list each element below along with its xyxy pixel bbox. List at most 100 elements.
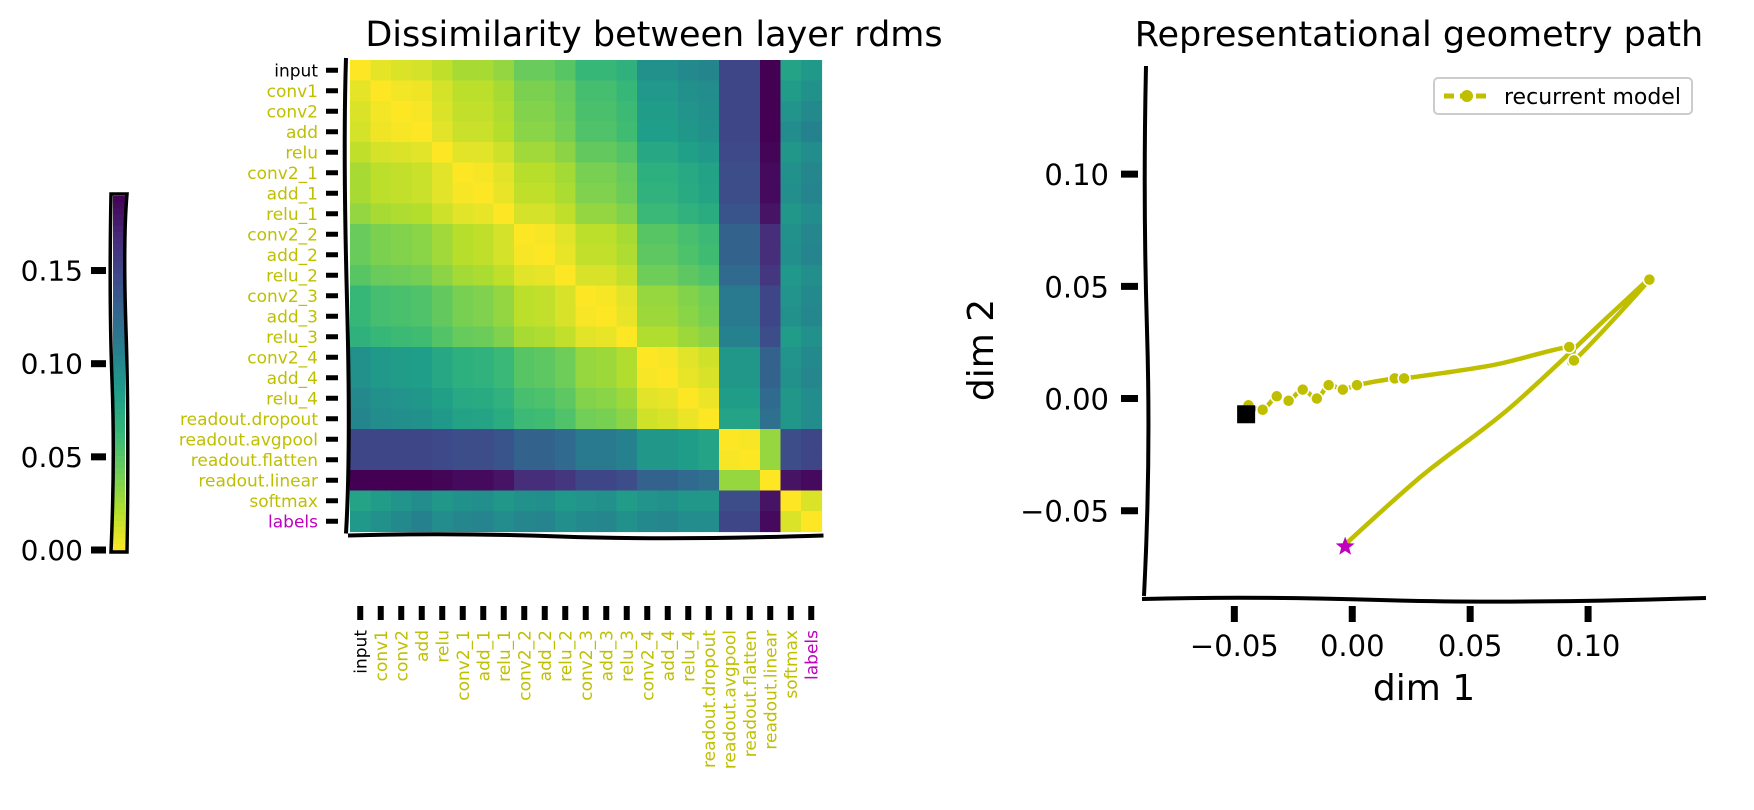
heatmap-cell xyxy=(678,367,700,389)
heatmap-cell xyxy=(575,470,597,492)
heatmap-cell xyxy=(391,244,413,266)
heatmap-cell xyxy=(760,60,782,82)
heatmap-cell xyxy=(678,429,700,451)
heatmap-cell xyxy=(719,183,741,205)
heatmap-cell xyxy=(739,306,761,328)
heatmap-cell xyxy=(391,121,413,143)
legend: recurrent model xyxy=(1433,77,1693,115)
heatmap-cell xyxy=(575,80,597,102)
heatmap-cell xyxy=(350,142,372,164)
heatmap-cell xyxy=(616,408,638,430)
heatmap-cell xyxy=(698,162,720,184)
heatmap-cell xyxy=(411,121,433,143)
heatmap-cell xyxy=(616,306,638,328)
heatmap-cell xyxy=(657,121,679,143)
heatmap-cell xyxy=(493,347,515,369)
heatmap-cell xyxy=(473,101,495,123)
heatmap-cell xyxy=(555,388,577,410)
heatmap-cell xyxy=(575,306,597,328)
heatmap-cell xyxy=(719,347,741,369)
heatmap-cell xyxy=(637,306,659,328)
heatmap-cell xyxy=(678,203,700,225)
heatmap-cell xyxy=(657,101,679,123)
heatmap-cell xyxy=(555,101,577,123)
heatmap-cell xyxy=(350,121,372,143)
heatmap-cell xyxy=(719,306,741,328)
heatmap-cell xyxy=(534,183,556,205)
heatmap-row-label: conv2_4 xyxy=(247,348,318,368)
heatmap-cell xyxy=(534,142,556,164)
heatmap-cell xyxy=(780,408,802,430)
heatmap-cell xyxy=(493,183,515,205)
heatmap-cell xyxy=(493,142,515,164)
heatmap-cell xyxy=(616,162,638,184)
heatmap-cell xyxy=(801,101,823,123)
heatmap-cell xyxy=(350,265,372,287)
heatmap-cell xyxy=(452,183,474,205)
heatmap-cell xyxy=(637,326,659,348)
colorbar-segment xyxy=(113,225,125,232)
heatmap-col-label: add_1 xyxy=(474,630,494,681)
heatmap-cell xyxy=(452,408,474,430)
heatmap-cell xyxy=(596,449,618,471)
heatmap-cell xyxy=(780,285,802,307)
path-y-tick-label: 0.10 xyxy=(1044,158,1109,192)
colorbar-segment xyxy=(113,343,125,350)
heatmap-cell xyxy=(534,244,556,266)
heatmap-cell xyxy=(801,470,823,492)
heatmap-cell xyxy=(350,408,372,430)
heatmap-cell xyxy=(452,306,474,328)
heatmap-cell xyxy=(432,367,454,389)
heatmap-cell xyxy=(719,60,741,82)
heatmap-row-label: relu_4 xyxy=(266,389,318,409)
heatmap-cell xyxy=(391,490,413,512)
heatmap-cell xyxy=(616,429,638,451)
heatmap-cell xyxy=(739,388,761,410)
heatmap-cell xyxy=(555,408,577,430)
heatmap-cell xyxy=(575,265,597,287)
heatmap-cell xyxy=(350,244,372,266)
heatmap-cell xyxy=(760,388,782,410)
heatmap-col-label: add xyxy=(413,630,433,662)
heatmap-cell xyxy=(452,326,474,348)
heatmap-cell xyxy=(616,183,638,205)
colorbar-segment xyxy=(113,402,125,409)
heatmap-cell xyxy=(411,142,433,164)
heatmap-cell xyxy=(391,101,413,123)
heatmap-cell xyxy=(575,203,597,225)
heatmap-col-labels: input conv1 conv2 add relu conv2_1 add_1 relu_1… xyxy=(351,630,822,769)
heatmap-cell xyxy=(760,511,782,533)
heatmap-cell xyxy=(452,162,474,184)
heatmap-cell xyxy=(678,449,700,471)
heatmap-cell xyxy=(411,224,433,246)
heatmap-cell xyxy=(678,142,700,164)
heatmap-cell xyxy=(739,265,761,287)
heatmap-cell xyxy=(698,326,720,348)
heatmap-cell xyxy=(801,429,823,451)
heatmap-cell xyxy=(739,470,761,492)
heatmap-cell xyxy=(473,224,495,246)
heatmap-cell xyxy=(801,285,823,307)
heatmap-cell xyxy=(473,265,495,287)
colorbar-segment xyxy=(113,237,125,244)
colorbar-segment xyxy=(113,502,125,510)
heatmap-cell xyxy=(391,511,413,533)
heatmap-cell xyxy=(370,285,392,307)
heatmap-cell xyxy=(391,60,413,82)
heatmap-cell xyxy=(391,429,413,451)
heatmap-cell xyxy=(452,490,474,512)
heatmap-cell xyxy=(678,60,700,82)
heatmap-cell xyxy=(452,80,474,102)
heatmap-cell xyxy=(473,326,495,348)
heatmap-cell xyxy=(411,162,433,184)
heatmap-cell xyxy=(452,142,474,164)
heatmap-cell xyxy=(555,60,577,82)
heatmap-cell xyxy=(801,347,823,369)
colorbar-segment xyxy=(113,390,125,398)
heatmap-cell xyxy=(780,60,802,82)
heatmap-cell xyxy=(719,326,741,348)
heatmap-cell xyxy=(637,101,659,123)
heatmap-cell xyxy=(534,121,556,143)
heatmap-cell xyxy=(616,326,638,348)
heatmap-cell xyxy=(493,490,515,512)
